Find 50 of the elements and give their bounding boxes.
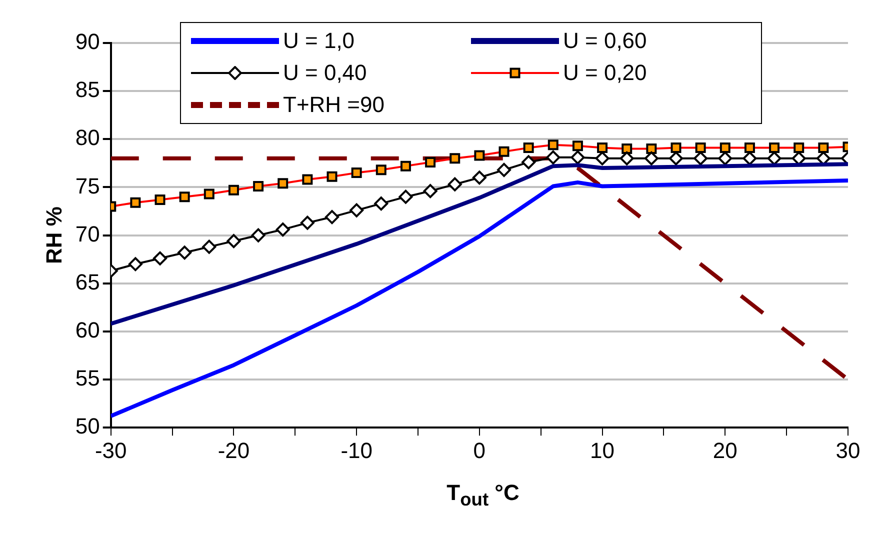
y-tick-label: 85 xyxy=(75,77,100,102)
point xyxy=(620,151,634,166)
y-tick-label: 90 xyxy=(75,29,100,54)
point xyxy=(522,155,536,170)
y-tick-label: 50 xyxy=(75,414,100,439)
y-tick-label: 75 xyxy=(75,173,100,198)
point xyxy=(570,150,585,164)
y-tick-label: 55 xyxy=(75,366,100,391)
point xyxy=(128,257,142,272)
point xyxy=(694,151,708,166)
x-tick-label: 0 xyxy=(473,438,486,463)
point xyxy=(178,246,192,260)
point xyxy=(153,251,168,266)
point xyxy=(448,177,462,192)
point xyxy=(767,151,782,166)
point xyxy=(669,151,684,166)
point xyxy=(595,151,610,166)
legend-label: U = 0,40 xyxy=(283,60,367,86)
x-tick-label: 20 xyxy=(712,438,738,463)
x-tick-label: -30 xyxy=(94,438,127,463)
legend-label: U = 0,60 xyxy=(563,28,647,54)
legend-label: T+RH =90 xyxy=(283,92,384,118)
point xyxy=(202,240,216,254)
point xyxy=(742,151,757,166)
point xyxy=(300,216,314,230)
x-tick-label: 10 xyxy=(590,438,615,463)
point xyxy=(325,210,340,224)
point xyxy=(226,234,241,248)
point xyxy=(276,222,290,237)
point xyxy=(644,151,658,166)
y-tick-label: 80 xyxy=(75,125,100,150)
y-axis-title: RH % xyxy=(41,206,66,264)
legend-label: U = 0,20 xyxy=(563,60,647,86)
point xyxy=(374,196,388,211)
x-tick-label: -10 xyxy=(340,438,372,463)
x-tick-label: -20 xyxy=(218,438,250,463)
point xyxy=(251,228,266,242)
y-tick-label: 70 xyxy=(75,221,100,246)
point xyxy=(472,170,486,185)
point xyxy=(497,162,512,177)
point xyxy=(423,184,438,198)
point xyxy=(398,190,413,204)
legend-label: U = 1,0 xyxy=(283,28,355,54)
x-axis-title: T$_{out}$ °C xyxy=(446,480,520,510)
x-tick-label: 30 xyxy=(836,438,860,463)
point xyxy=(546,150,560,164)
y-tick-label: 65 xyxy=(75,269,100,294)
point xyxy=(718,151,732,166)
y-tick-label: 60 xyxy=(75,318,100,343)
point xyxy=(350,203,364,218)
